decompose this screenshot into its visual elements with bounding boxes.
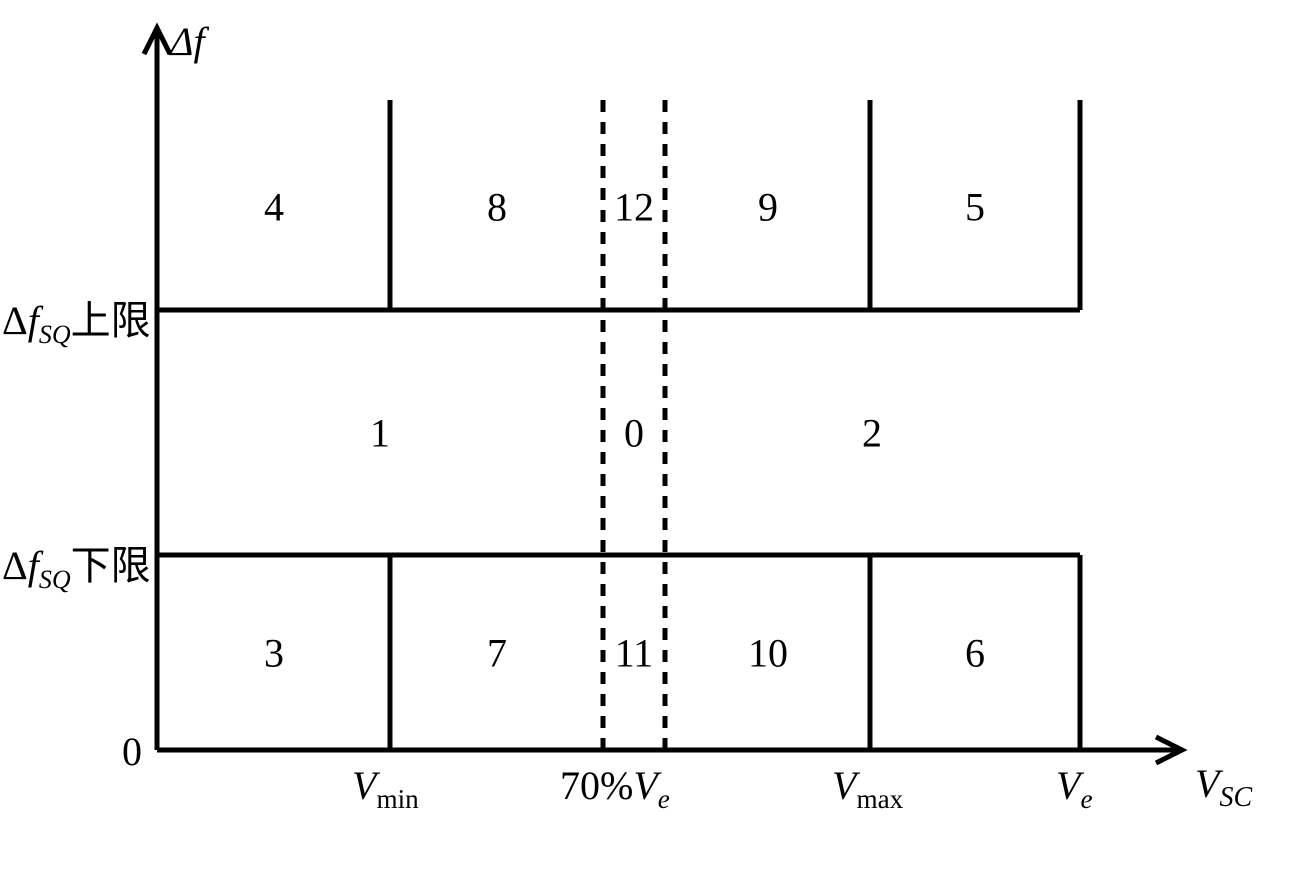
region-2: 2: [862, 410, 882, 457]
origin-label: 0: [122, 728, 142, 775]
y-upper-limit-label: ΔfSQ上限: [2, 288, 151, 350]
diagram-canvas: [0, 0, 1291, 871]
x-70pct-label: 70%Ve: [560, 762, 670, 815]
x-ve-label: Ve: [1056, 762, 1093, 815]
region-7: 7: [487, 630, 507, 677]
region-9: 9: [758, 184, 778, 231]
region-11: 11: [615, 630, 654, 677]
x-vmax-label: Vmax: [832, 762, 903, 815]
region-6: 6: [965, 630, 985, 677]
x-vmin-label: Vmin: [352, 762, 419, 815]
region-5: 5: [965, 184, 985, 231]
region-3: 3: [264, 630, 284, 677]
region-1: 1: [370, 410, 390, 457]
region-12: 12: [614, 184, 654, 231]
y-lower-limit-label: ΔfSQ下限: [2, 533, 151, 595]
region-4: 4: [264, 184, 284, 231]
y-axis-label: Δf: [170, 18, 205, 65]
x-axis-label: VSC: [1195, 760, 1252, 814]
region-10: 10: [748, 630, 788, 677]
region-8: 8: [487, 184, 507, 231]
region-0: 0: [624, 410, 644, 457]
